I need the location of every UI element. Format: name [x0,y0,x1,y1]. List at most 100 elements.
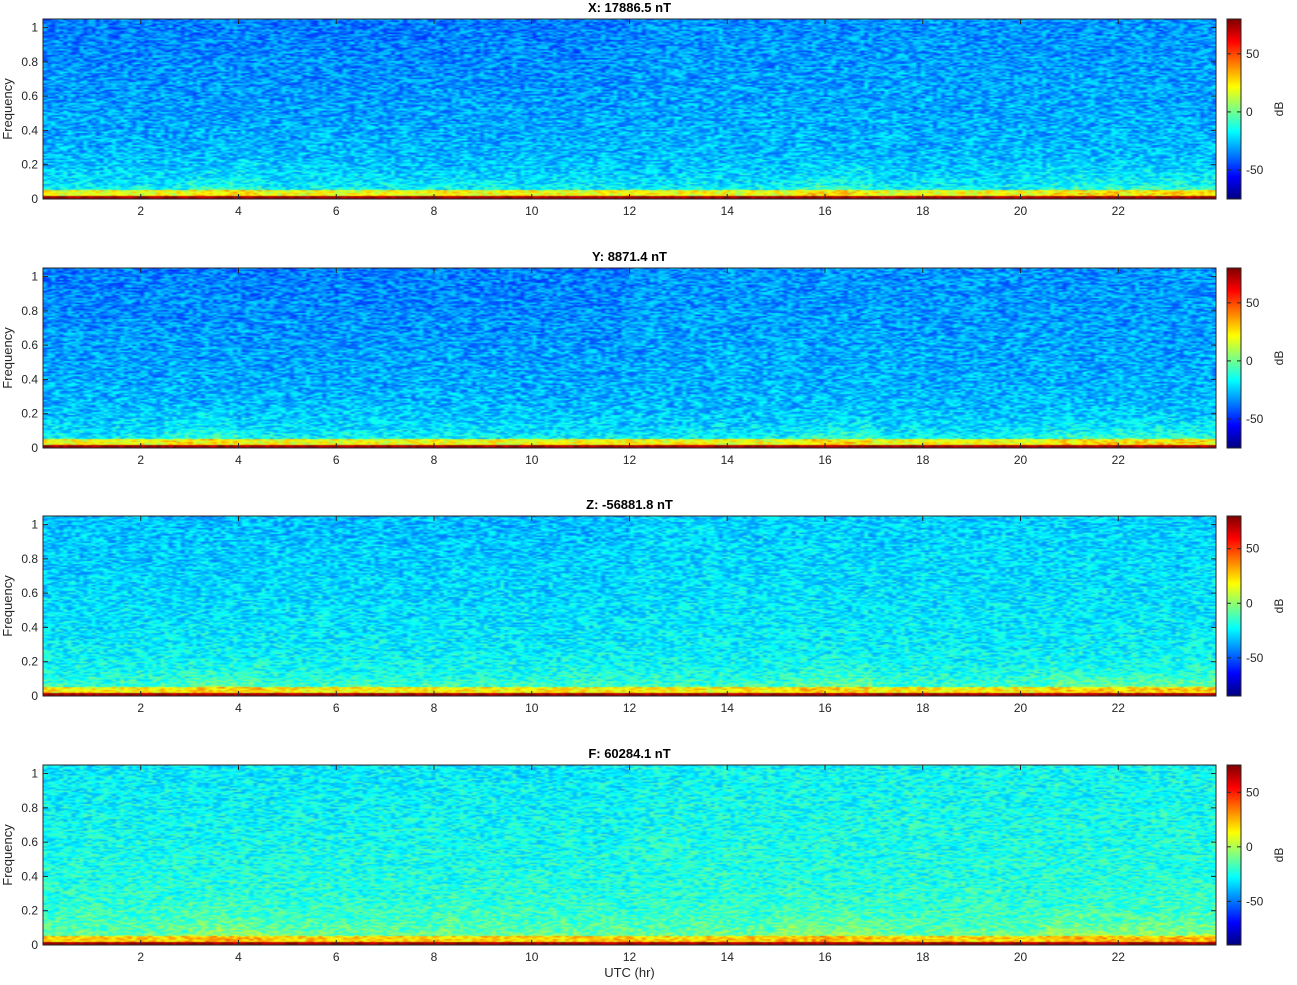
x-tick-label: 22 [1112,453,1126,467]
y-axis-label: Frequency [0,824,15,886]
x-tick-label: 4 [235,204,242,218]
y-tick-label: 0.8 [21,55,38,69]
x-tick-label: 20 [1014,950,1028,964]
x-tick-label: 2 [137,453,144,467]
x-tick-label: 18 [916,701,930,715]
y-tick-label: 0.6 [21,89,38,103]
colorbar-tick-label: 50 [1246,785,1260,799]
colorbar-frame [1226,18,1242,200]
y-tick-label: 0.2 [21,407,38,421]
x-tick-label: 12 [623,453,637,467]
x-tick-label: 8 [431,701,438,715]
x-tick-label: 20 [1014,453,1028,467]
x-tick-label: 4 [235,701,242,715]
colorbar-frame [1226,267,1242,449]
colorbar-tick-label: -50 [1246,163,1264,177]
x-tick-label: 12 [623,204,637,218]
y-tick-label: 0 [31,192,38,206]
x-tick-label: 18 [916,204,930,218]
y-tick-label: 0.8 [21,552,38,566]
colorbar-tick-label: -50 [1246,894,1264,908]
x-tick-label: 6 [333,701,340,715]
x-tick-label: 2 [137,950,144,964]
y-tick-label: 1 [31,518,38,532]
y-axis-label: Frequency [0,78,15,140]
y-tick-label: 0 [31,938,38,952]
colorbar-frame [1226,515,1242,697]
x-tick-label: 4 [235,950,242,964]
x-tick-label: 2 [137,204,144,218]
x-tick-label: 6 [333,950,340,964]
y-axis-label: Frequency [0,327,15,389]
colorbar [1227,765,1241,945]
colorbar [1227,268,1241,448]
y-tick-label: 1 [31,270,38,284]
y-tick-label: 0.8 [21,304,38,318]
x-tick-label: 10 [525,204,539,218]
x-tick-label: 12 [623,701,637,715]
x-tick-label: 10 [525,701,539,715]
x-tick-label: 12 [623,950,637,964]
colorbar [1227,516,1241,696]
x-axis-label: UTC (hr) [604,965,655,980]
x-tick-label: 16 [818,204,832,218]
spectrogram-panel-3: 2 4 6 8 10 12 14 16 18 20 22 0 0.2 0.4 0.6 0.8 1 Z: -5688… [0,497,1286,715]
y-tick-label: 1 [31,21,38,35]
y-tick-label: 0 [31,689,38,703]
x-tick-label: 22 [1112,950,1126,964]
colorbar [1227,19,1241,199]
colorbar-tick-label: -50 [1246,412,1264,426]
y-tick-label: 0 [31,441,38,455]
x-tick-label: 14 [721,950,735,964]
colorbar-tick-label: 50 [1246,47,1260,61]
y-tick-label: 0.2 [21,158,38,172]
colorbar-tick-label: 0 [1246,840,1253,854]
x-tick-label: 8 [431,950,438,964]
spectrogram-image [43,268,1216,448]
spectrogram-image [43,19,1216,199]
x-tick-label: 18 [916,453,930,467]
x-tick-label: 6 [333,204,340,218]
y-tick-label: 1 [31,767,38,781]
x-tick-label: 20 [1014,701,1028,715]
y-tick-label: 0.2 [21,904,38,918]
x-tick-label: 16 [818,453,832,467]
colorbar-frame [1226,764,1242,946]
y-axis-label: Frequency [0,575,15,637]
y-tick-label: 0.4 [21,620,38,634]
x-tick-label: 22 [1112,701,1126,715]
x-tick-label: 14 [721,701,735,715]
colorbar-tick-label: 50 [1246,542,1260,556]
x-tick-label: 16 [818,950,832,964]
x-tick-label: 18 [916,950,930,964]
x-tick-label: 14 [721,204,735,218]
colorbar-tick-label: -50 [1246,651,1264,665]
y-tick-label: 0.6 [21,338,38,352]
x-tick-label: 4 [235,453,242,467]
y-tick-label: 0.4 [21,372,38,386]
y-tick-label: 0.4 [21,869,38,883]
x-tick-label: 22 [1112,204,1126,218]
spectrogram-panel-4: 2 4 6 8 10 12 14 16 18 20 22 0 0.2 0.4 0.6 0.8 1 F: 60284… [0,746,1286,980]
x-tick-label: 10 [525,950,539,964]
y-tick-label: 0.6 [21,835,38,849]
spectrogram-panel-2: 2 4 6 8 10 12 14 16 18 20 22 0 0.2 0.4 0.6 0.8 1 Y: 8871.… [0,249,1286,467]
panel-title: Y: 8871.4 nT [592,249,667,264]
colorbar-label: dB [1272,848,1286,863]
colorbar-tick-label: 0 [1246,105,1253,119]
panel-title: X: 17886.5 nT [588,0,671,15]
y-tick-label: 0.4 [21,123,38,137]
panel-title: Z: -56881.8 nT [586,497,673,512]
spectrogram-image [43,516,1216,696]
colorbar-tick-label: 50 [1246,296,1260,310]
colorbar-label: dB [1272,599,1286,614]
x-tick-label: 14 [721,453,735,467]
spectrogram-image [43,765,1216,945]
x-tick-label: 8 [431,453,438,467]
colorbar-label: dB [1272,351,1286,366]
y-tick-label: 0.8 [21,801,38,815]
x-tick-label: 10 [525,453,539,467]
colorbar-tick-label: 0 [1246,596,1253,610]
